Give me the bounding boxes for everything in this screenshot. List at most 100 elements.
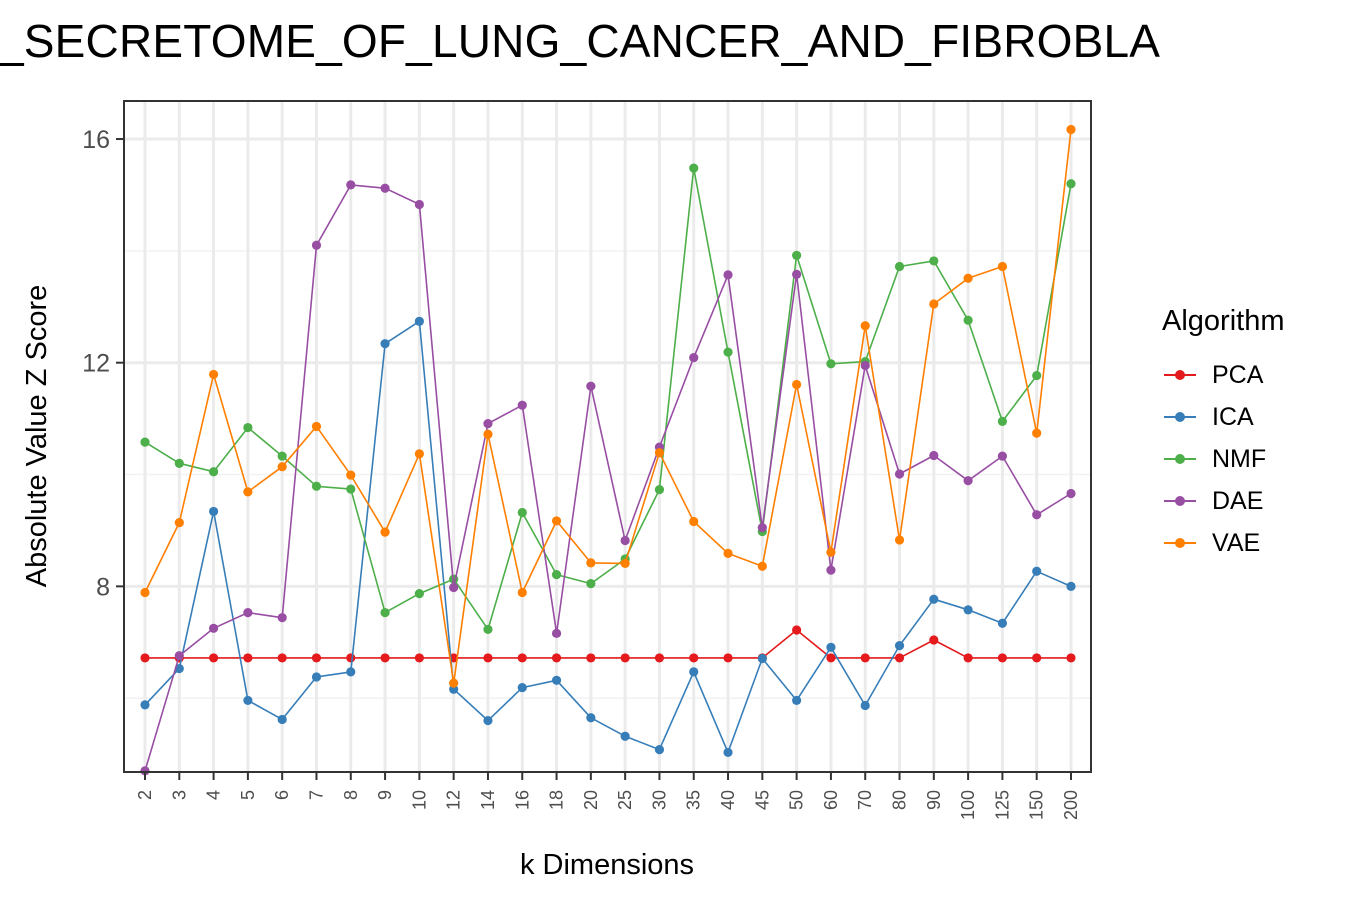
legend-key	[1162, 491, 1198, 511]
data-point-vae	[689, 516, 699, 527]
data-point-vae	[826, 547, 836, 557]
x-tick-label: 20	[581, 790, 601, 810]
series-pca	[140, 625, 1076, 663]
x-tick-label: 5	[238, 790, 258, 800]
data-point-vae	[620, 558, 630, 569]
data-point-nmf	[586, 578, 596, 589]
x-tick-label: 45	[752, 790, 772, 810]
data-point-pca	[723, 653, 733, 663]
data-point-nmf	[689, 163, 699, 173]
legend-item-vae: VAE	[1162, 522, 1285, 564]
x-tick-label: 125	[992, 790, 1012, 820]
data-point-dae	[792, 269, 802, 279]
data-point-dae	[483, 419, 493, 429]
x-tick-label: 50	[787, 790, 807, 810]
data-point-pca	[277, 653, 287, 663]
data-point-nmf	[551, 570, 562, 580]
data-point-vae	[1032, 428, 1042, 438]
data-point-pca	[620, 653, 630, 663]
data-point-ica	[586, 713, 596, 723]
data-point-nmf	[414, 589, 424, 599]
data-point-dae	[723, 270, 733, 280]
x-axis-title: k Dimensions	[520, 849, 694, 881]
data-point-vae	[243, 487, 253, 497]
legend-label: DAE	[1212, 486, 1264, 515]
x-tick-label: 14	[478, 790, 498, 810]
data-point-nmf	[208, 467, 219, 477]
data-point-vae	[723, 548, 733, 558]
x-tick-label: 40	[718, 790, 738, 810]
data-point-dae	[689, 353, 699, 363]
major-gridlines	[124, 101, 1091, 772]
data-point-ica	[140, 700, 150, 710]
data-point-ica	[997, 618, 1008, 628]
x-tick-label: 80	[890, 790, 910, 810]
data-point-vae	[140, 587, 150, 598]
legend-key	[1162, 365, 1198, 385]
data-point-dae	[997, 451, 1008, 461]
series-layer	[140, 124, 1076, 776]
data-point-dae	[1032, 510, 1042, 520]
data-point-pca	[654, 653, 665, 663]
data-point-nmf	[380, 608, 390, 618]
data-point-dae	[414, 199, 424, 210]
data-point-ica	[792, 695, 802, 706]
data-point-vae	[997, 261, 1008, 272]
data-point-ica	[380, 339, 390, 349]
data-point-pca	[894, 653, 905, 663]
legend: Algorithm PCA ICA NMF DAE VAE	[1162, 305, 1285, 564]
data-point-pca	[929, 635, 939, 645]
data-point-ica	[243, 695, 253, 706]
y-tick-label: 8	[96, 573, 110, 601]
legend-item-dae: DAE	[1162, 480, 1285, 522]
data-point-vae	[860, 321, 870, 331]
legend-item-nmf: NMF	[1162, 438, 1285, 480]
data-point-vae	[586, 558, 596, 568]
data-point-nmf	[1032, 370, 1042, 381]
data-point-ica	[174, 663, 184, 674]
data-point-pca	[792, 625, 802, 635]
data-point-ica	[963, 605, 973, 615]
data-point-nmf	[654, 485, 665, 495]
legend-items: PCA ICA NMF DAE VAE	[1162, 354, 1285, 564]
data-point-vae	[174, 518, 184, 528]
data-point-vae	[483, 429, 493, 439]
data-point-vae	[894, 535, 905, 545]
legend-item-ica: ICA	[1162, 396, 1285, 438]
data-point-dae	[929, 450, 939, 461]
data-point-pca	[963, 653, 973, 663]
series-vae	[140, 124, 1076, 688]
data-point-pca	[517, 653, 527, 663]
data-point-nmf	[929, 256, 939, 266]
series-dae	[140, 180, 1076, 776]
data-point-nmf	[723, 347, 733, 357]
data-point-pca	[243, 653, 253, 663]
data-point-vae	[963, 273, 973, 283]
data-point-nmf	[311, 481, 322, 491]
legend-key	[1162, 533, 1198, 553]
x-tick-label: 7	[306, 790, 326, 800]
x-tick-label: 9	[375, 790, 395, 800]
legend-label: VAE	[1212, 528, 1261, 557]
legend-label: PCA	[1212, 360, 1264, 389]
x-tick-label: 150	[1027, 790, 1047, 820]
data-point-pca	[1066, 653, 1076, 663]
data-point-vae	[346, 470, 356, 480]
data-point-ica	[346, 667, 356, 677]
data-point-dae	[551, 628, 562, 638]
data-point-pca	[1032, 653, 1042, 663]
data-point-ica	[757, 653, 767, 664]
series-line-dae	[144, 184, 1072, 772]
x-tick-label: 3	[169, 790, 189, 800]
legend-label: NMF	[1212, 444, 1267, 473]
series-line-nmf	[144, 167, 1072, 631]
data-point-ica	[620, 731, 630, 741]
x-tick-label: 60	[821, 790, 841, 810]
data-point-pca	[551, 653, 562, 663]
data-point-vae	[277, 462, 287, 472]
x-tick-label: 35	[684, 790, 704, 810]
data-point-pca	[311, 653, 322, 663]
data-point-ica	[723, 747, 733, 758]
data-point-vae	[449, 678, 459, 688]
